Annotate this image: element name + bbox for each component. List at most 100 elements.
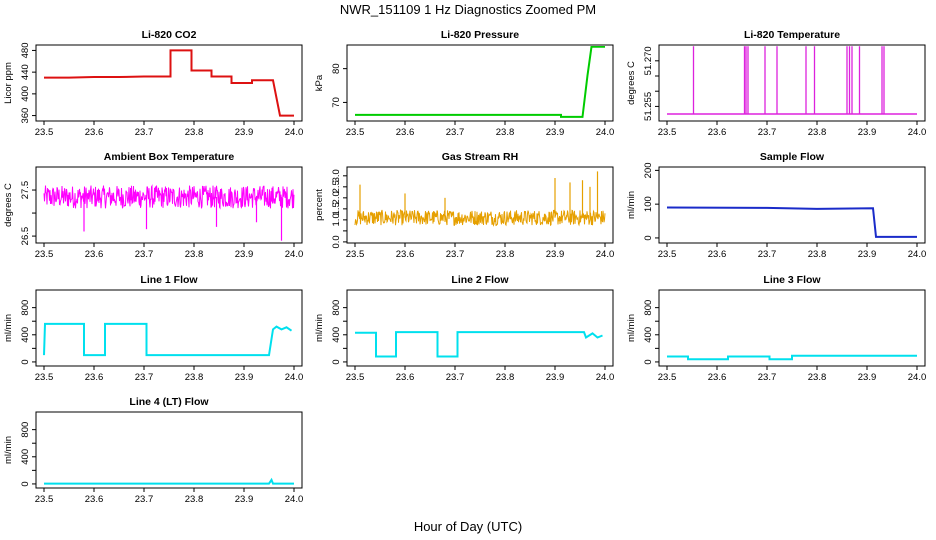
- x-tick-label: 23.5: [346, 249, 365, 260]
- x-tick-label: 23.9: [546, 127, 565, 138]
- y-axis-label: ml/min: [314, 314, 325, 342]
- y-tick-label: 360: [20, 108, 31, 124]
- x-tick-label: 23.6: [708, 127, 727, 138]
- y-axis-label: ml/min: [3, 436, 14, 464]
- y-tick-label: 400: [20, 86, 31, 102]
- x-tick-label: 23.5: [346, 372, 365, 383]
- series-group: [44, 49, 294, 117]
- y-tick-label: 400: [643, 327, 654, 343]
- x-tick-label: 23.7: [758, 372, 777, 383]
- x-tick-label: 23.6: [85, 372, 104, 383]
- x-tick-label: 24.0: [285, 494, 304, 505]
- y-tick-label: 100: [643, 196, 654, 212]
- x-tick-label: 23.5: [35, 494, 54, 505]
- x-tick-label: 23.5: [658, 249, 677, 260]
- x-tick-label: 23.8: [185, 249, 204, 260]
- y-tick-label: 3.0: [331, 169, 342, 182]
- panel-title: Ambient Box Temperature: [104, 151, 235, 163]
- panel-6: Sample Flow 23.5 23.6 23.7 23.8 23.9 24.0 0 100 2…: [626, 151, 926, 260]
- series-group: [355, 46, 605, 118]
- panel-title: Li-820 CO2: [142, 29, 197, 41]
- plot-frame: [35, 289, 303, 367]
- series-group: [666, 206, 917, 238]
- panel-title: Gas Stream RH: [442, 151, 518, 163]
- y-tick-label: 0: [20, 359, 31, 364]
- y-axis-label: kPa: [314, 74, 325, 91]
- x-tick-label: 24.0: [596, 127, 615, 138]
- x-tick-label: 23.8: [496, 372, 515, 383]
- panel-7: Line 1 Flow 23.5 23.6 23.7 23.8 23.9 24.0 0 400 8…: [3, 274, 303, 383]
- plot-frame: [658, 44, 926, 122]
- y-axis-label: degrees C: [626, 61, 637, 105]
- x-tick-label: 23.6: [396, 127, 415, 138]
- x-tick-label: 23.9: [858, 372, 877, 383]
- plot-frame: [658, 166, 926, 244]
- plot-frame: [35, 411, 303, 489]
- y-axis-label: ml/min: [626, 314, 637, 342]
- series-group: [43, 322, 293, 357]
- x-tick-label: 23.6: [396, 372, 415, 383]
- y-tick-label: 800: [20, 300, 31, 316]
- plot-frame: [35, 166, 303, 244]
- y-tick-label: 1.0: [331, 213, 342, 226]
- x-tick-label: 23.8: [496, 127, 515, 138]
- x-tick-label: 23.7: [446, 127, 465, 138]
- panel-4: Ambient Box Temperature 23.5 23.6 23.7 23.8 2…: [3, 151, 303, 260]
- y-tick-label: 2.0: [331, 191, 342, 204]
- y-tick-label: 480: [20, 42, 31, 58]
- panel-title: Li-820 Temperature: [744, 29, 840, 41]
- panel-title: Line 2 Flow: [451, 274, 509, 286]
- x-tick-label: 23.5: [658, 372, 677, 383]
- x-tick-label: 23.5: [35, 249, 54, 260]
- y-tick-label: 51.255: [643, 92, 654, 121]
- y-tick-label: 0: [643, 235, 654, 240]
- y-tick-label: 800: [20, 422, 31, 438]
- y-tick-label: 51.270: [643, 46, 654, 75]
- plot-frame: [346, 166, 614, 244]
- panel-title: Li-820 Pressure: [441, 29, 519, 41]
- x-tick-label: 23.7: [446, 372, 465, 383]
- y-tick-label: 0: [331, 359, 342, 364]
- x-tick-label: 23.8: [185, 127, 204, 138]
- x-tick-label: 23.6: [85, 494, 104, 505]
- x-tick-label: 23.9: [235, 249, 254, 260]
- x-tick-label: 23.8: [185, 372, 204, 383]
- y-tick-label: 200: [643, 162, 654, 178]
- series-group: [667, 354, 917, 361]
- x-tick-label: 24.0: [908, 127, 927, 138]
- x-tick-label: 23.6: [708, 249, 727, 260]
- x-tick-label: 23.5: [35, 127, 54, 138]
- y-tick-label: 1.5: [331, 202, 342, 215]
- y-tick-label: 400: [331, 327, 342, 343]
- panel-title: Line 1 Flow: [140, 274, 198, 286]
- x-tick-label: 23.8: [808, 372, 827, 383]
- y-axis-label: ml/min: [626, 191, 637, 219]
- x-tick-label: 23.8: [808, 127, 827, 138]
- series-line: [43, 322, 293, 357]
- panel-2: Li-820 Pressure 23.5 23.6 23.7 23.8 23.9 24.0 7…: [314, 29, 614, 138]
- panel-1: Li-820 CO2 23.5 23.6 23.7 23.8 23.9 24.0 360 400…: [3, 29, 303, 138]
- x-tick-label: 23.7: [446, 249, 465, 260]
- series-line: [355, 46, 605, 118]
- x-tick-label: 23.6: [85, 127, 104, 138]
- x-tick-label: 24.0: [596, 372, 615, 383]
- x-tick-label: 23.9: [546, 249, 565, 260]
- x-tick-label: 23.9: [235, 494, 254, 505]
- y-tick-label: 0: [643, 359, 654, 364]
- x-tick-label: 23.9: [235, 372, 254, 383]
- panel-9: Line 3 Flow 23.5 23.6 23.7 23.8 23.9 24.0 0 400 8…: [626, 274, 926, 383]
- x-tick-label: 24.0: [285, 249, 304, 260]
- y-tick-label: 2.5: [331, 180, 342, 193]
- series-line: [355, 331, 603, 358]
- plot-frame: [658, 289, 926, 367]
- panel-3: Li-820 Temperature 23.5 23.6 23.7 23.8 23.9 24…: [626, 29, 926, 138]
- series-group: [667, 46, 917, 115]
- x-tick-label: 24.0: [285, 127, 304, 138]
- y-tick-label: 80: [331, 63, 342, 74]
- x-tick-label: 23.7: [135, 249, 154, 260]
- series-line: [354, 209, 606, 227]
- x-tick-label: 23.5: [658, 127, 677, 138]
- x-tick-label: 23.8: [808, 249, 827, 260]
- x-tick-label: 23.7: [135, 127, 154, 138]
- y-tick-label: 800: [331, 300, 342, 316]
